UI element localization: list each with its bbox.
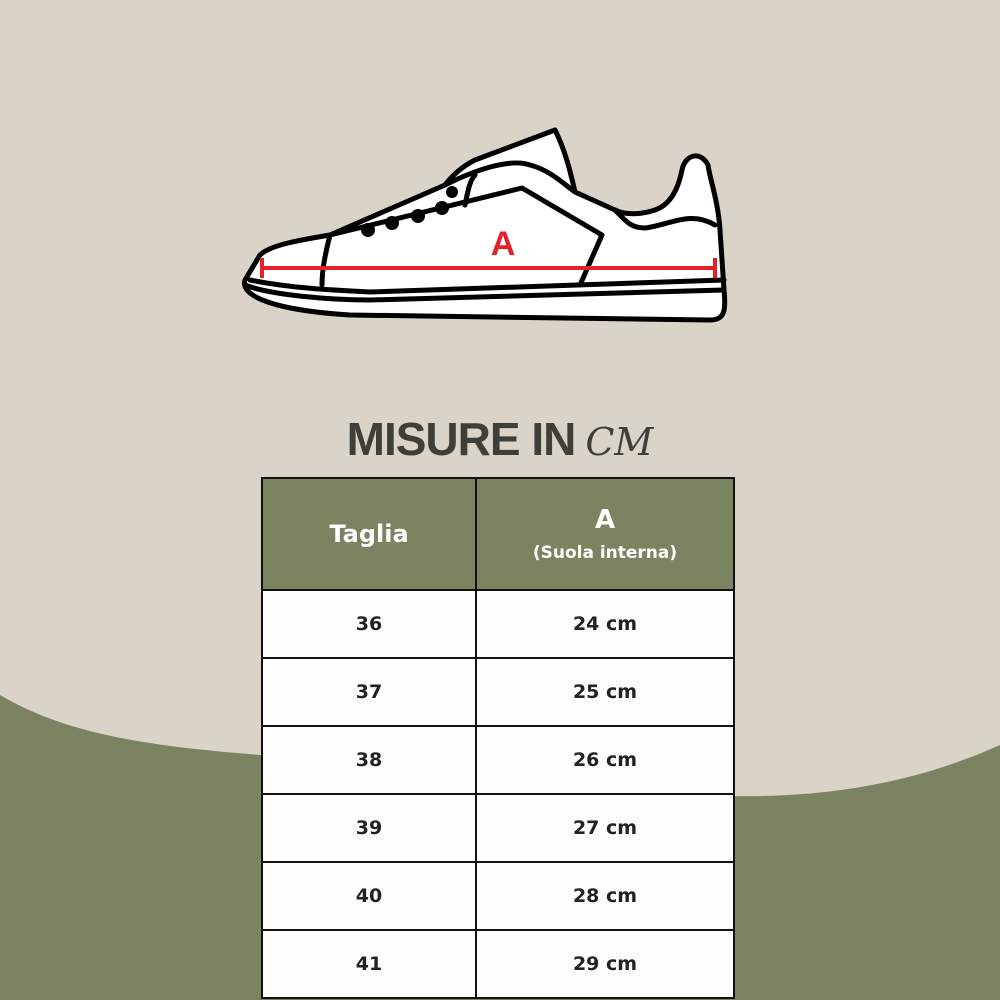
table-row: 37 25 cm	[261, 657, 735, 727]
size-cell: 37	[261, 657, 477, 727]
size-cell: 39	[261, 793, 477, 863]
header-size: Taglia	[261, 477, 477, 591]
shoe-illustration: A	[242, 127, 728, 323]
header-measure-label: A	[594, 505, 616, 535]
table-row: 36 24 cm	[261, 589, 735, 659]
length-cell: 25 cm	[475, 657, 735, 727]
length-cell: 28 cm	[475, 861, 735, 931]
table-row: 38 26 cm	[261, 725, 735, 795]
length-cell: 29 cm	[475, 929, 735, 999]
table-header-row: Taglia A (Suola interna)	[261, 477, 735, 591]
measure-label: A	[491, 225, 516, 263]
length-cell: 24 cm	[475, 589, 735, 659]
length-cell: 26 cm	[475, 725, 735, 795]
header-measure-sub: (Suola interna)	[532, 543, 678, 563]
size-cell: 41	[261, 929, 477, 999]
title-unit: CM	[585, 420, 654, 464]
length-cell: 27 cm	[475, 793, 735, 863]
page-title: MISURE IN CM	[0, 412, 1000, 466]
table-row: 40 28 cm	[261, 861, 735, 931]
size-cell: 38	[261, 725, 477, 795]
title-text: MISURE IN	[346, 413, 577, 465]
header-measure: A (Suola interna)	[475, 477, 735, 591]
size-cell: 40	[261, 861, 477, 931]
table-row: 39 27 cm	[261, 793, 735, 863]
size-cell: 36	[261, 589, 477, 659]
size-table: Taglia A (Suola interna) 36 24 cm 37 25 cm 3…	[261, 477, 735, 999]
table-row: 41 29 cm	[261, 929, 735, 999]
